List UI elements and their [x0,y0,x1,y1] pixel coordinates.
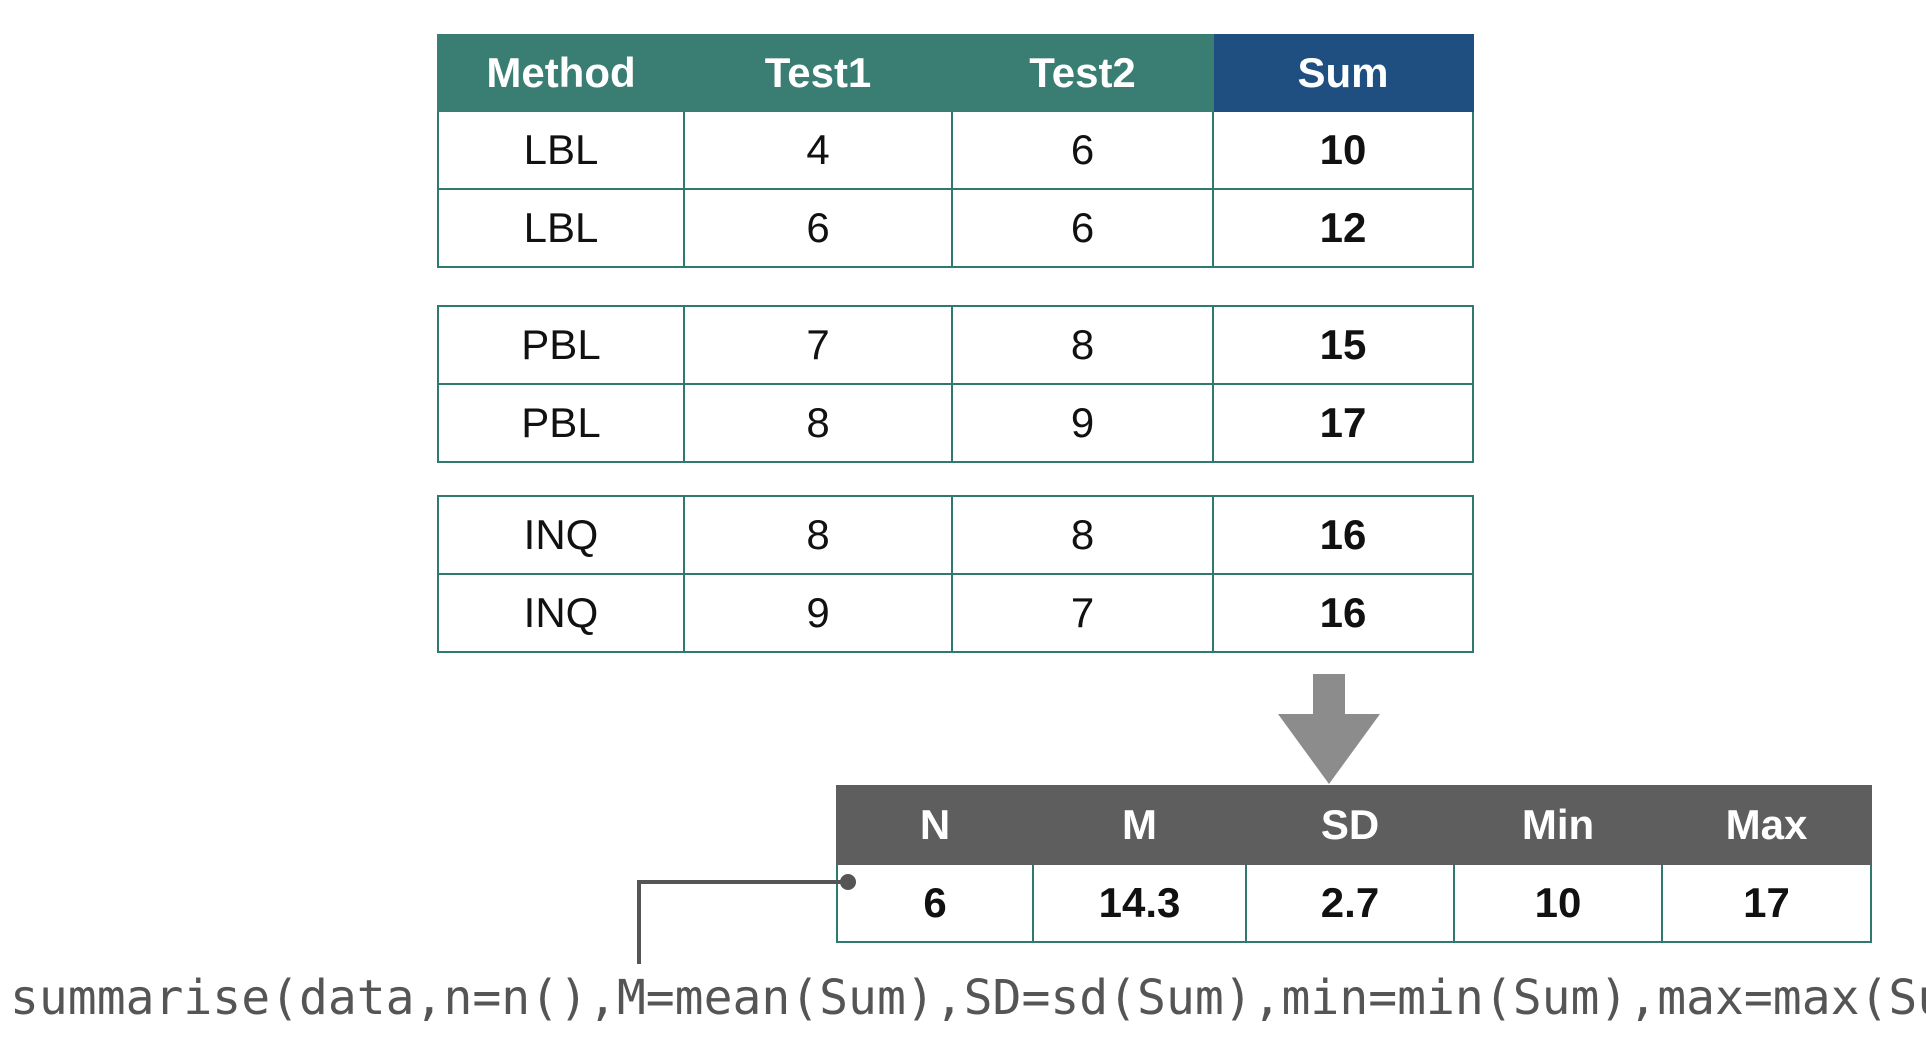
header-test1: Test1 [683,34,953,112]
summary-header-min: Min [1453,785,1663,865]
raw-data-group-pbl: PBL 7 8 15 PBL 8 9 17 [437,305,1474,463]
header-method: Method [437,34,685,112]
cell-sum: 10 [1212,110,1474,190]
cell-method: LBL [437,110,685,190]
connector-dot-icon [840,874,856,890]
table-row: LBL 4 6 10 [437,110,1474,190]
cell-test1: 8 [683,383,953,463]
summary-value-m: 14.3 [1032,863,1247,943]
connector-line [637,874,856,964]
cell-test1: 9 [683,573,953,653]
raw-table-header-row: Method Test1 Test2 Sum [437,34,1474,112]
header-test2: Test2 [951,34,1214,112]
table-row: LBL 6 6 12 [437,188,1474,268]
cell-sum: 17 [1212,383,1474,463]
cell-test2: 9 [951,383,1214,463]
cell-method: PBL [437,305,685,385]
cell-sum: 15 [1212,305,1474,385]
summary-header-n: N [836,785,1034,865]
summary-header-row: N M SD Min Max [836,785,1872,865]
summary-value-n: 6 [836,863,1034,943]
summary-value-sd: 2.7 [1245,863,1455,943]
r-code-line: summarise(data,n=n(),M=mean(Sum),SD=sd(S… [10,970,1926,1026]
summary-table: N M SD Min Max 6 14.3 2.7 10 17 [836,785,1872,943]
raw-data-group-inq: INQ 8 8 16 INQ 9 7 16 [437,495,1474,653]
header-sum: Sum [1212,34,1474,112]
cell-test1: 4 [683,110,953,190]
summary-values-row: 6 14.3 2.7 10 17 [836,863,1872,943]
cell-test2: 8 [951,305,1214,385]
cell-test2: 7 [951,573,1214,653]
cell-test2: 6 [951,188,1214,268]
table-row: PBL 8 9 17 [437,383,1474,463]
cell-test1: 7 [683,305,953,385]
raw-data-table: Method Test1 Test2 Sum LBL 4 6 10 LBL 6 … [437,34,1474,268]
summary-header-sd: SD [1245,785,1455,865]
summary-header-m: M [1032,785,1247,865]
down-arrow-icon [1278,674,1380,784]
cell-method: PBL [437,383,685,463]
cell-sum: 16 [1212,495,1474,575]
table-row: PBL 7 8 15 [437,305,1474,385]
cell-test2: 6 [951,110,1214,190]
cell-sum: 16 [1212,573,1474,653]
table-row: INQ 9 7 16 [437,573,1474,653]
cell-method: LBL [437,188,685,268]
cell-test2: 8 [951,495,1214,575]
cell-sum: 12 [1212,188,1474,268]
cell-method: INQ [437,573,685,653]
table-row: INQ 8 8 16 [437,495,1474,575]
cell-method: INQ [437,495,685,575]
cell-test1: 6 [683,188,953,268]
summary-header-max: Max [1661,785,1872,865]
summary-value-min: 10 [1453,863,1663,943]
summary-value-max: 17 [1661,863,1872,943]
cell-test1: 8 [683,495,953,575]
